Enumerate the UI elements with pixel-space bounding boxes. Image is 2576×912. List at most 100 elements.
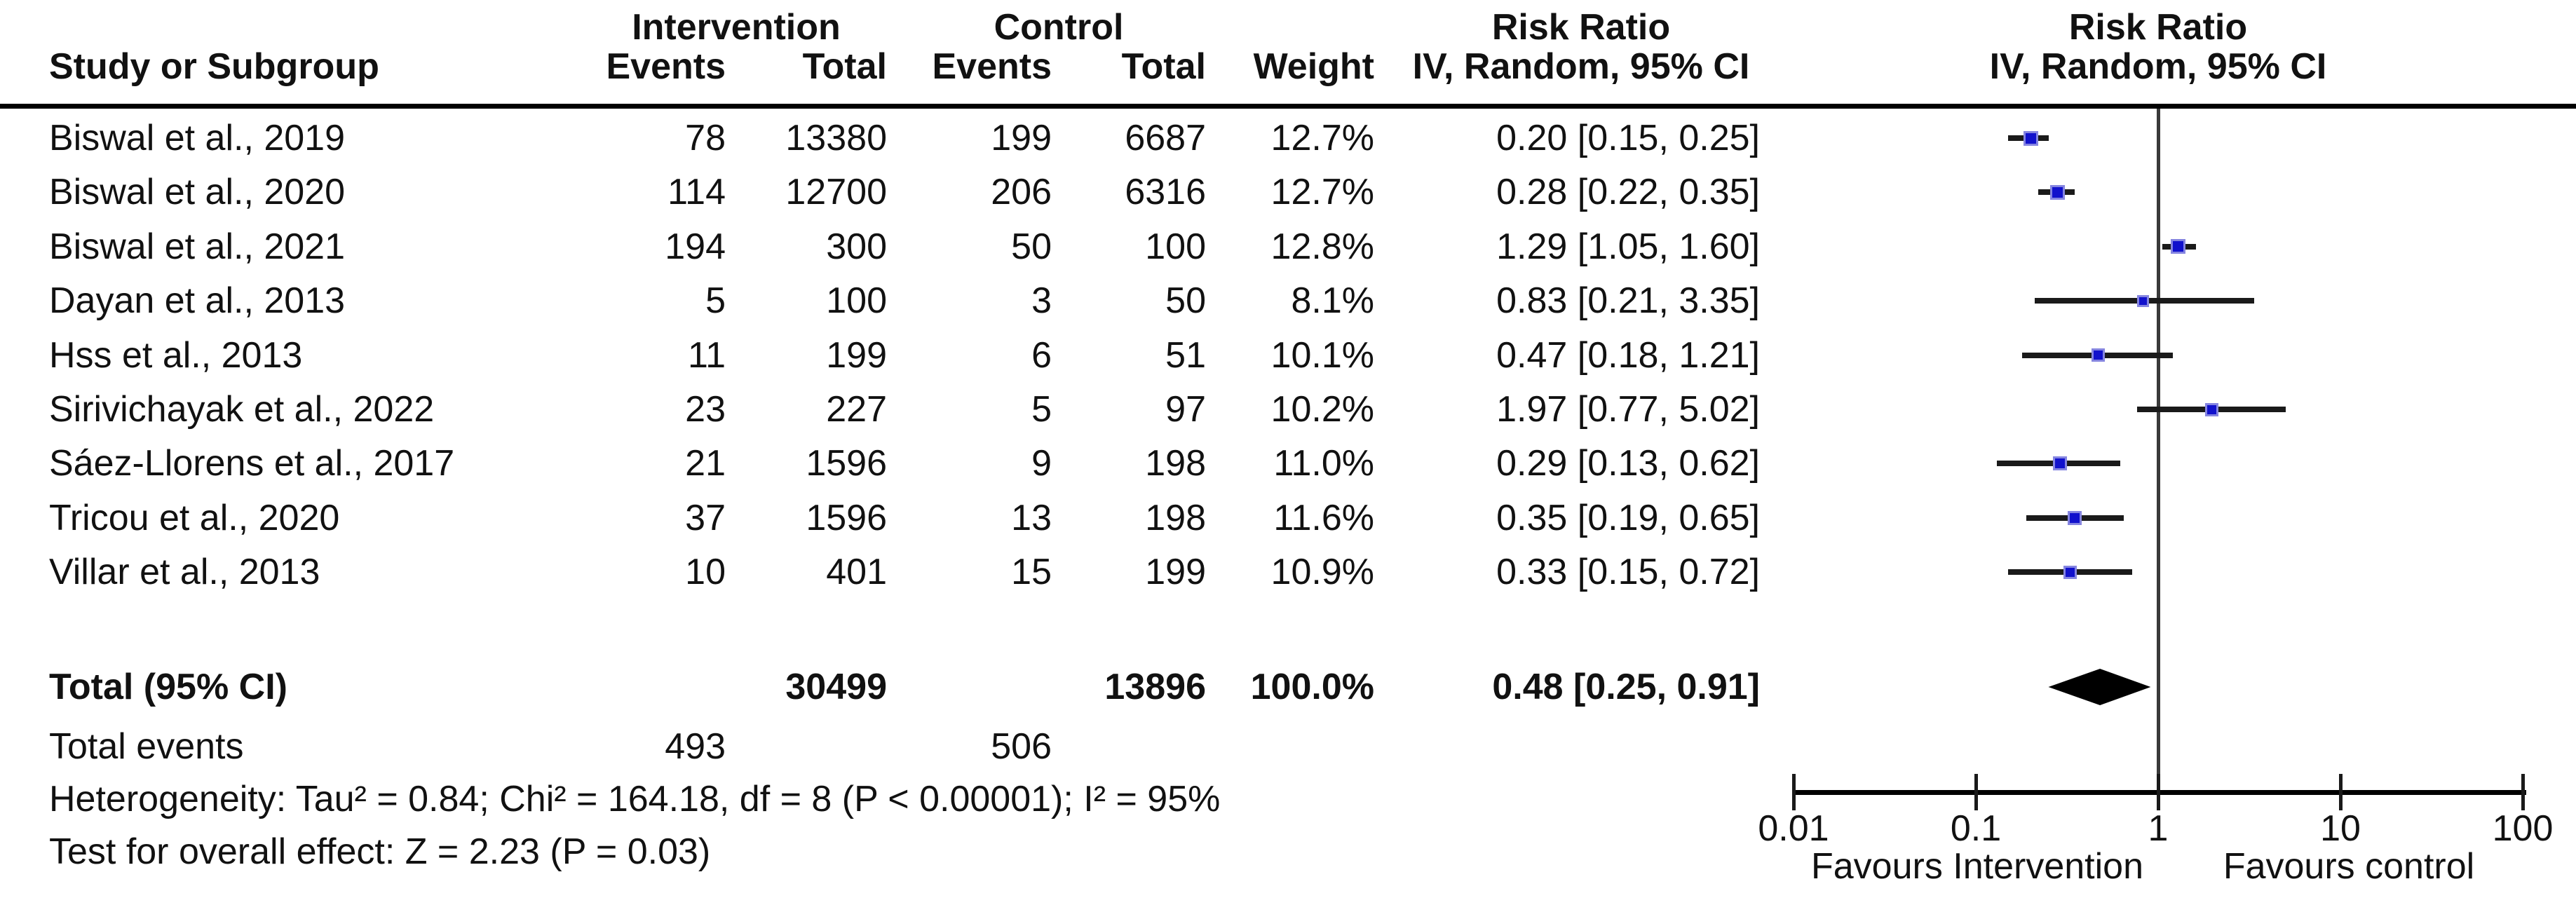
rr-ci-text: 0.47 [0.18, 1.21] [1496, 335, 1760, 376]
events-control: 3 [1031, 280, 1052, 321]
header-col-events-intervention: Events [606, 46, 726, 87]
events-intervention: 21 [685, 443, 726, 484]
effect-square [2053, 456, 2067, 470]
effect-square [2023, 131, 2038, 146]
study-name: Hss et al., 2013 [49, 335, 303, 376]
events-control: 15 [1011, 552, 1052, 592]
total-intervention: 300 [826, 226, 887, 267]
weight: 10.1% [1270, 335, 1374, 376]
weight: 8.1% [1291, 280, 1374, 321]
total-row-total-intervention: 30499 [785, 667, 887, 707]
rr-ci-text: 0.35 [0.19, 0.65] [1496, 498, 1760, 538]
total-control: 198 [1145, 498, 1206, 538]
weight: 10.2% [1270, 389, 1374, 430]
x-axis-tick-label: 0.1 [1950, 808, 2002, 849]
study-name: Biswal et al., 2019 [49, 118, 346, 158]
total-row-weight: 100.0% [1250, 667, 1374, 707]
effect-square [2092, 348, 2105, 362]
favours-control-label: Favours control [2223, 846, 2475, 887]
total-intervention: 227 [826, 389, 887, 430]
x-axis-tick-label: 100 [2492, 808, 2554, 849]
events-control: 206 [991, 172, 1052, 212]
total-control: 198 [1145, 443, 1206, 484]
total-intervention: 13380 [785, 118, 887, 158]
events-control: 6 [1031, 335, 1052, 376]
x-axis-tick [2157, 774, 2160, 810]
total-control: 51 [1165, 335, 1206, 376]
header-divider-rule [0, 104, 2576, 109]
x-axis-tick [2521, 774, 2525, 810]
rr-ci-text: 0.33 [0.15, 0.72] [1496, 552, 1760, 592]
weight: 12.8% [1270, 226, 1374, 267]
total-intervention: 100 [826, 280, 887, 321]
header-col-total-intervention: Total [802, 46, 887, 87]
total-row-total-control: 13896 [1104, 667, 1206, 707]
total-row-rr-text: 0.48 [0.25, 0.91] [1492, 667, 1760, 707]
total-events-control: 506 [991, 726, 1052, 767]
x-axis-tick [1974, 774, 1978, 810]
events-control: 9 [1031, 443, 1052, 484]
rr-ci-text: 0.20 [0.15, 0.25] [1496, 118, 1760, 158]
total-control: 6687 [1125, 118, 1206, 158]
effect-square [2137, 295, 2149, 307]
rr-ci-text: 1.29 [1.05, 1.60] [1496, 226, 1760, 267]
events-intervention: 114 [667, 172, 726, 212]
total-intervention: 1596 [806, 498, 887, 538]
rr-ci-text: 0.83 [0.21, 3.35] [1496, 280, 1760, 321]
study-name: Biswal et al., 2021 [49, 226, 346, 267]
total-control: 199 [1145, 552, 1206, 592]
study-name: Sirivichayak et al., 2022 [49, 389, 435, 430]
heterogeneity-stats: Heterogeneity: Tau² = 0.84; Chi² = 164.1… [49, 779, 1221, 819]
x-axis-tick-label: 0.01 [1758, 808, 1829, 849]
events-control: 13 [1011, 498, 1052, 538]
total-intervention: 199 [826, 335, 887, 376]
x-axis-tick [2339, 774, 2343, 810]
header-col-weight: Weight [1253, 46, 1374, 87]
events-intervention: 11 [688, 335, 726, 376]
events-intervention: 10 [685, 552, 726, 592]
total-control: 50 [1165, 280, 1206, 321]
header-col-events-control: Events [932, 46, 1052, 87]
events-control: 50 [1011, 226, 1052, 267]
header-group-intervention: Intervention [632, 7, 841, 48]
events-intervention: 23 [685, 389, 726, 430]
weight: 10.9% [1270, 552, 1374, 592]
study-name: Sáez-Llorens et al., 2017 [49, 443, 455, 484]
weight: 11.6% [1273, 498, 1374, 538]
header-col-total-control: Total [1121, 46, 1206, 87]
x-axis-tick-label: 10 [2320, 808, 2361, 849]
header-group-control: Control [994, 7, 1124, 48]
total-row-label: Total (95% CI) [49, 667, 287, 707]
weight: 12.7% [1270, 118, 1374, 158]
weight: 12.7% [1270, 172, 1374, 212]
events-control: 5 [1031, 389, 1052, 430]
overall-effect-stats: Test for overall effect: Z = 2.23 (P = 0… [49, 831, 711, 872]
total-control: 97 [1165, 389, 1206, 430]
total-control: 6316 [1125, 172, 1206, 212]
effect-square [2063, 566, 2077, 579]
null-effect-line [2157, 109, 2160, 792]
study-name: Dayan et al., 2013 [49, 280, 346, 321]
header-risk-ratio-right: Risk Ratio [2068, 7, 2248, 48]
x-axis-tick [1792, 774, 1796, 810]
total-intervention: 401 [826, 552, 887, 592]
rr-ci-text: 1.97 [0.77, 5.02] [1496, 389, 1760, 430]
header-risk-ratio-left: Risk Ratio [1491, 7, 1671, 48]
effect-square [2205, 403, 2218, 416]
study-name: Villar et al., 2013 [49, 552, 320, 592]
total-events-intervention: 493 [665, 726, 726, 767]
pooled-diamond [2048, 669, 2151, 705]
rr-ci-text: 0.29 [0.13, 0.62] [1496, 443, 1760, 484]
total-intervention: 1596 [806, 443, 887, 484]
total-events-label: Total events [49, 726, 244, 767]
header-method-left: IV, Random, 95% CI [1412, 46, 1750, 87]
x-axis-tick-label: 1 [2148, 808, 2169, 849]
effect-square [2068, 511, 2082, 525]
total-control: 100 [1145, 226, 1206, 267]
favours-intervention-label: Favours Intervention [1810, 846, 2144, 887]
events-intervention: 37 [685, 498, 726, 538]
study-name: Biswal et al., 2020 [49, 172, 346, 212]
